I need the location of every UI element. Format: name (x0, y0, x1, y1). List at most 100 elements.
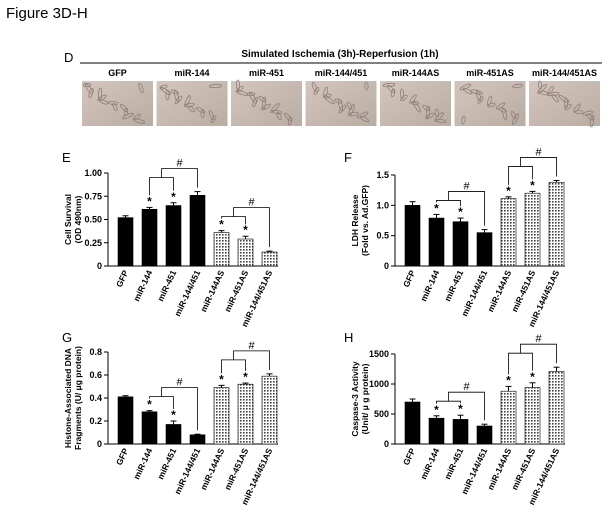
cell (399, 88, 405, 100)
significance-bracket: # (149, 158, 198, 196)
error-bar (433, 415, 440, 419)
cell (537, 84, 547, 94)
y-axis-label: Caspase-3 Activity (350, 361, 360, 437)
panel-letter: D (64, 50, 73, 65)
cell (434, 108, 440, 118)
bar (165, 205, 182, 267)
y-tick-label: 0 (384, 439, 389, 449)
error-bar (505, 385, 512, 392)
micrograph (82, 81, 153, 126)
error-bar (266, 250, 273, 253)
bar (261, 375, 278, 445)
error-bar (194, 433, 201, 435)
significance-marker: * (171, 408, 176, 422)
x-tick-label: miR-451AS (222, 268, 250, 313)
image-label: miR-144 (174, 68, 209, 78)
cell (165, 89, 170, 101)
significance-marker: * (506, 373, 511, 387)
error-bar (218, 230, 225, 233)
cell (323, 93, 332, 99)
cell (462, 87, 473, 95)
y-tick-label: 1.00 (84, 168, 102, 178)
error-bar (481, 229, 488, 233)
cell (122, 112, 134, 120)
cell (538, 90, 550, 96)
bar (476, 232, 493, 267)
cell (88, 87, 94, 99)
error-bar (266, 373, 273, 377)
x-tick-label: miR-144 (418, 268, 441, 302)
bracket-line (221, 207, 270, 248)
bar (548, 371, 565, 445)
error-bar (457, 414, 464, 420)
y-tick-label: 1000 (369, 379, 389, 389)
significance-marker: * (219, 218, 224, 232)
cell (510, 111, 517, 119)
cell (477, 96, 484, 104)
error-bar (505, 196, 512, 199)
significance-bracket: # (221, 197, 270, 248)
cell (236, 85, 244, 93)
panel-letter: G (62, 330, 72, 345)
x-tick-label: miR-451 (442, 268, 465, 302)
bar (165, 424, 182, 445)
bracket-label: # (535, 146, 542, 158)
bracket-line (508, 343, 557, 375)
x-tick-label: miR-451AS (509, 268, 537, 313)
image-label: GFP (108, 68, 127, 78)
cell (188, 105, 195, 113)
cell (160, 86, 171, 96)
cell (99, 99, 109, 105)
panel-letter: H (344, 330, 353, 345)
bar (500, 390, 517, 445)
cell (573, 103, 581, 113)
bracket-label: # (248, 340, 255, 352)
cell (270, 103, 280, 113)
cell (258, 95, 266, 103)
cell (346, 102, 353, 110)
y-tick-label: 1.0 (376, 200, 389, 210)
y-tick-label: 0 (97, 439, 102, 449)
x-tick-label: miR-144 (418, 446, 441, 480)
x-tick-label: GFP (401, 446, 418, 466)
error-bar (122, 395, 129, 397)
cell (487, 102, 496, 108)
error-bar (409, 201, 416, 206)
cell (435, 118, 447, 124)
micrograph (380, 81, 451, 126)
image-label: miR-144AS (392, 68, 440, 78)
x-tick-label: miR-451AS (509, 446, 537, 491)
significance-bracket: # (508, 146, 557, 185)
error-bar (433, 213, 440, 219)
bracket-line (149, 168, 198, 196)
cell (495, 102, 506, 110)
significance-bracket: # (221, 340, 270, 374)
y-axis-label: (Unit/ μ g protein) (360, 363, 370, 434)
x-tick-label: GFP (114, 268, 131, 288)
bar (452, 221, 469, 267)
error-bar (122, 215, 129, 218)
significance-marker: * (219, 372, 224, 386)
bar (141, 411, 158, 445)
cell (582, 110, 594, 116)
cell (359, 115, 370, 123)
x-tick-label: miR-144AS (198, 446, 226, 491)
cell (434, 112, 444, 122)
cell (390, 88, 396, 98)
cell (97, 94, 107, 102)
cell (324, 95, 335, 105)
cell (563, 97, 569, 109)
significance-marker: * (458, 205, 463, 219)
significance-marker: * (147, 194, 152, 208)
error-bar (457, 217, 464, 222)
y-tick-label: 0.6 (89, 370, 102, 380)
bracket-line (436, 391, 485, 421)
cell (475, 90, 482, 102)
y-tick-label: 0.50 (84, 215, 102, 225)
bracket-line (149, 387, 198, 431)
y-tick-label: 0 (97, 261, 102, 271)
bar (404, 401, 421, 445)
cell (261, 103, 271, 111)
image-label: miR-144/451AS (532, 68, 597, 78)
significance-bracket: # (436, 381, 485, 421)
